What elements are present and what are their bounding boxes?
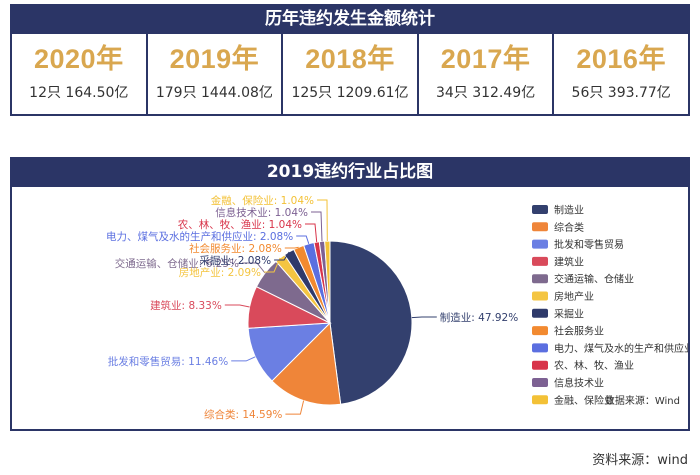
slice-label: 制造业: 47.92% <box>440 311 518 324</box>
year-label: 2016年 <box>576 44 666 74</box>
legend-label: 建筑业 <box>554 255 584 268</box>
callout-line <box>296 235 310 244</box>
legend-label: 农、林、牧、渔业 <box>554 359 634 372</box>
year-cell-2016: 2016年 56只 393.77亿 <box>554 34 688 114</box>
year-stat: 56只 393.77亿 <box>571 85 671 101</box>
industry-pie-chart: 制造业: 47.92% 综合类: 14.59% 批发和零售贸易: 11.46% 建筑业… <box>106 194 688 421</box>
slice-label: 电力、煤气及水的生产和供应业: 2.08% <box>106 230 293 243</box>
callout-line <box>317 199 328 242</box>
legend-label: 电力、煤气及水的生产和供应业 <box>554 342 688 355</box>
legend-label: 房地产业 <box>554 290 594 303</box>
slice-label: 信息技术业: 1.04% <box>215 206 308 219</box>
legend-swatch <box>532 291 548 301</box>
year-label: 2018年 <box>305 44 395 74</box>
year-cell-2019: 2019年 179只 1444.08亿 <box>148 34 284 114</box>
year-cell-2018: 2018年 125只 1209.61亿 <box>283 34 419 114</box>
legend-swatch <box>532 222 548 232</box>
callout-line <box>311 211 323 242</box>
slice-label: 采掘业: 2.08% <box>199 254 271 267</box>
year-stat: 179只 1444.08亿 <box>155 85 273 101</box>
legend-label: 制造业 <box>554 204 584 217</box>
legend-swatch <box>532 256 548 266</box>
chart-title-bar: 2019违约行业占比图 <box>10 157 690 187</box>
legend-swatch <box>532 395 548 405</box>
year-stat: 12只 164.50亿 <box>29 85 129 101</box>
legend-source-note: 数据来源：Wind <box>605 394 680 407</box>
pie-slice <box>324 240 331 324</box>
year-label: 2017年 <box>440 44 531 74</box>
legend-swatch <box>532 326 548 336</box>
slice-label: 批发和零售贸易: 11.46% <box>108 355 228 368</box>
year-stat: 125只 1209.61亿 <box>291 85 409 101</box>
pie-slice <box>329 240 413 405</box>
callout-line <box>411 316 437 319</box>
legend-swatch <box>532 343 548 353</box>
slice-label: 交通运输、仓储业: 6.25% <box>115 257 239 270</box>
year-stats-panel: 2020年 12只 164.50亿 2019年 179只 1444.08亿 20… <box>10 34 690 116</box>
stats-title-bar: 历年违约发生金额统计 <box>10 4 690 34</box>
stats-title: 历年违约发生金额统计 <box>265 9 435 29</box>
callout-line <box>264 257 281 273</box>
slice-label: 房地产业: 2.09% <box>179 266 261 279</box>
callout-line <box>285 400 305 415</box>
year-label: 2020年 <box>34 44 124 74</box>
slice-label: 社会服务业: 2.08% <box>189 242 282 255</box>
slice-label: 建筑业: 8.33% <box>150 299 222 312</box>
callout-line <box>305 223 318 243</box>
callout-line <box>224 304 250 308</box>
legend-label: 采掘业 <box>554 307 584 320</box>
slice-label: 综合类: 14.59% <box>204 408 282 421</box>
year-cell-2017: 2017年 34只 312.49亿 <box>419 34 555 114</box>
source-note: 资料来源：wind <box>592 453 688 468</box>
legend-label: 社会服务业 <box>554 325 604 338</box>
year-stat: 34只 312.49亿 <box>435 85 536 101</box>
year-cell-2020: 2020年 12只 164.50亿 <box>12 34 148 114</box>
legend-label: 交通运输、仓储业 <box>554 273 634 286</box>
legend-swatch <box>532 308 548 318</box>
legend-label: 综合类 <box>554 221 584 234</box>
callout-line <box>231 356 256 362</box>
year-label: 2019年 <box>169 44 260 74</box>
legend-swatch <box>532 205 548 214</box>
callout-line <box>242 262 266 274</box>
callout-line <box>274 251 290 261</box>
slice-label: 农、林、牧、渔业: 1.04% <box>178 218 302 231</box>
legend-swatch <box>532 360 548 370</box>
legend-swatch <box>532 274 548 284</box>
legend-label: 金融、保险业 <box>554 394 614 407</box>
legend-label: 批发和零售贸易 <box>554 238 624 251</box>
callout-line <box>284 246 299 249</box>
legend-swatch <box>532 239 548 249</box>
chart-panel: 制造业: 47.92% 综合类: 14.59% 批发和零售贸易: 11.46% 建筑业… <box>10 187 690 431</box>
slice-label: 金融、保险业: 1.04% <box>211 194 314 207</box>
legend-swatch <box>532 378 548 387</box>
legend-label: 信息技术业 <box>554 377 604 390</box>
chart-title: 2019违约行业占比图 <box>266 162 434 182</box>
